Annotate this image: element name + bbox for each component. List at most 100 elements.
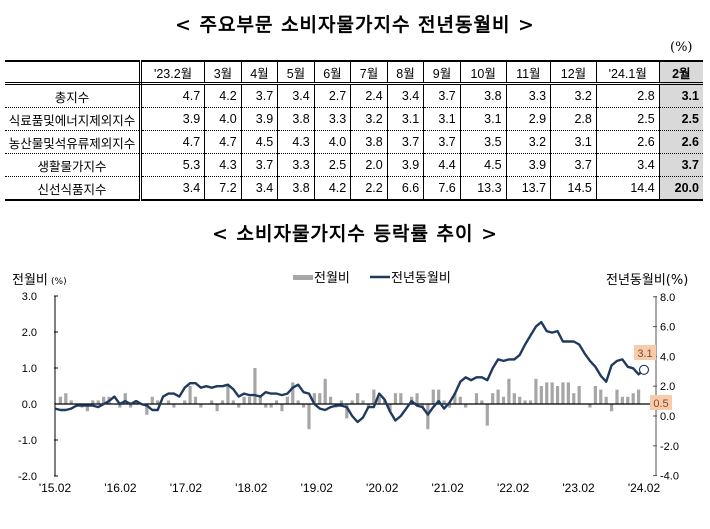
table-cell: 4.7 — [139, 83, 205, 108]
mom-bar — [242, 396, 246, 404]
table-cell: 2.5 — [313, 153, 351, 177]
table-cell: 3.4 — [139, 176, 205, 201]
mom-bar — [318, 393, 322, 404]
table-cell: 4.2 — [313, 176, 351, 201]
mom-bar — [545, 382, 549, 404]
mom-bar — [312, 393, 316, 404]
table-cell: 3.3 — [313, 107, 351, 131]
column-header: 3월 — [204, 60, 242, 85]
mom-bar — [604, 396, 608, 404]
mom-bar — [85, 404, 90, 412]
column-header: 10월 — [459, 60, 507, 85]
table-cell: 3.2 — [505, 130, 551, 154]
mom-bar — [210, 400, 214, 404]
legend-mom-label: 전월비 — [314, 271, 350, 286]
left-tick-label: 2.0 — [22, 327, 37, 339]
table-cell: 3.7 — [386, 130, 424, 154]
table-cell: 4.0 — [204, 107, 242, 131]
table-row: 농산물및석유류제외지수 4.7 4.7 4.5 4.3 4.0 3.8 3.7 3.7 3.5 3.… — [5, 130, 703, 154]
table-cell: 3.1 — [550, 130, 597, 154]
table-cell: 3.2 — [350, 107, 388, 131]
x-tick-label: '18.02 — [235, 481, 268, 495]
right-tick-label: 0.0 — [660, 411, 675, 423]
table-cell: 14.4 — [595, 176, 660, 201]
x-tick-label: '23.02 — [562, 481, 595, 495]
chart-title: < 소비자물가지수 등락률 추이 > — [211, 223, 499, 245]
table-cell: 3.8 — [277, 176, 315, 201]
table-cell: 13.3 — [459, 176, 507, 201]
table-cell: 3.7 — [240, 153, 278, 177]
mom-bar — [485, 404, 489, 426]
table-row: 생활물가지수 5.3 4.3 3.7 3.3 2.5 2.0 3.9 4.4 4.5 3.9 3.7 3… — [5, 153, 703, 177]
left-axis-title: 전월비 — [12, 273, 48, 288]
annotation-mom-label: 0.5 — [653, 398, 668, 410]
mom-bar — [393, 393, 398, 404]
table-cell: 3.9 — [505, 153, 551, 177]
column-header: 4월 — [240, 60, 278, 85]
table-cell: 3.1 — [459, 107, 507, 131]
mom-bar — [328, 396, 333, 404]
table-cell: 7.6 — [423, 176, 461, 201]
mom-bar — [636, 389, 641, 404]
mom-bar — [588, 404, 592, 408]
table-corner-cell — [5, 60, 142, 85]
table-cell: 3.4 — [277, 83, 315, 108]
mom-bar — [599, 389, 603, 404]
mom-bar — [366, 404, 371, 408]
table-cell: 3.9 — [386, 153, 424, 177]
table-cell: 5.3 — [139, 153, 205, 177]
row-label: 생활물가지수 — [5, 153, 142, 177]
table-cell: 3.3 — [505, 83, 551, 108]
table-row: 신선식품지수 3.4 7.2 3.4 3.8 4.2 2.2 6.6 7.6 13.3 13.7 14… — [5, 176, 703, 201]
table-cell: 3.8 — [277, 107, 315, 131]
mom-bar — [129, 404, 133, 408]
table-cell: 3.7 — [423, 83, 461, 108]
mom-bar — [572, 393, 576, 404]
mom-bar — [69, 400, 73, 404]
column-header: 5월 — [277, 60, 315, 85]
table-cell: 4.5 — [459, 153, 507, 177]
mom-bar — [58, 396, 63, 404]
left-tick-label: -2.0 — [18, 471, 37, 483]
table-cell: 4.2 — [204, 83, 242, 108]
table-cell: 3.4 — [595, 153, 660, 177]
mom-bar — [345, 404, 349, 419]
right-tick-label: 8.0 — [660, 292, 675, 304]
mom-bar — [437, 389, 441, 404]
mom-bar — [399, 393, 403, 404]
x-tick-label: '15.02 — [39, 481, 72, 495]
column-header: 8월 — [386, 60, 424, 85]
left-tick-label: 1.0 — [22, 363, 37, 375]
mom-bar — [150, 396, 154, 404]
mom-bar — [534, 378, 538, 404]
mom-bar — [496, 389, 500, 404]
mom-bar — [388, 404, 392, 412]
x-tick-label: '19.02 — [301, 481, 334, 495]
table-cell: 7.2 — [204, 176, 242, 201]
row-label: 농산물및석유류제외지수 — [5, 130, 142, 154]
mom-bar — [145, 404, 149, 415]
left-axis-unit: (%) — [51, 277, 67, 287]
left-tick-label: 0.0 — [22, 399, 37, 411]
mom-bar — [102, 396, 106, 404]
mom-bar — [566, 382, 570, 404]
right-tick-label: 6.0 — [660, 322, 675, 334]
yoy-line — [54, 320, 645, 424]
x-tick-label: '16.02 — [104, 481, 137, 495]
table-row: 총지수 4.7 4.2 3.7 3.4 2.7 2.4 3.4 3.7 3.8 3.3 3.2 2.8 3… — [5, 83, 703, 108]
mom-bar — [426, 404, 430, 430]
table-header-row: '23.2월 3월 4월 5월 6월 7월 8월 9월 10월 11월 12월 '24.1월 2월 — [5, 60, 703, 85]
table-cell: 2.5 — [595, 107, 660, 131]
table-cell: 3.1 — [423, 107, 461, 131]
mom-bar — [523, 400, 527, 404]
table-cell: 14.5 — [550, 176, 597, 201]
mom-bar — [464, 404, 468, 408]
mom-bar — [350, 400, 354, 404]
right-tick-label: -4.0 — [660, 471, 679, 483]
mom-bar — [237, 404, 241, 408]
column-header: 12월 — [550, 60, 597, 85]
table-cell: 2.4 — [350, 83, 388, 108]
mom-bar — [253, 368, 257, 404]
table-cell: 2.6 — [658, 130, 703, 154]
mom-bar — [91, 400, 95, 404]
